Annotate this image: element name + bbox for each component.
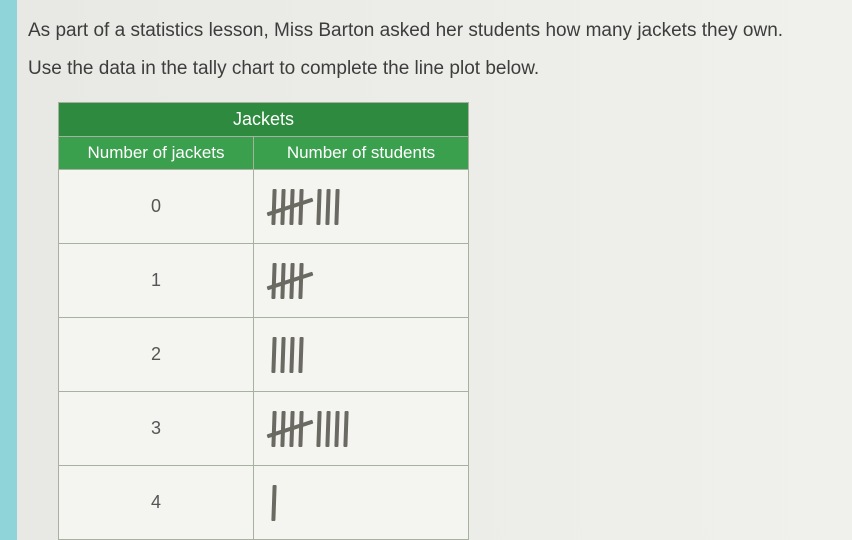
row-label: 4: [59, 466, 254, 540]
row-label: 1: [59, 244, 254, 318]
tally-stroke: [316, 188, 321, 224]
tally-marks: [272, 337, 468, 373]
tally-stroke: [271, 410, 276, 446]
tally-stroke: [271, 188, 276, 224]
row-tally-cell: [254, 318, 469, 392]
tally-group: [272, 263, 303, 299]
tally-table: Jackets Number of jackets Number of stud…: [58, 102, 469, 540]
tally-stroke: [280, 336, 285, 372]
table-row: 3: [59, 392, 469, 466]
tally-stroke: [334, 188, 339, 224]
table-row: 4: [59, 466, 469, 540]
tally-group: [317, 411, 348, 447]
tally-stroke: [298, 336, 303, 372]
table-header-row: Number of jackets Number of students: [59, 137, 469, 170]
tally-group: [272, 411, 303, 447]
tally-stroke: [343, 410, 348, 446]
tally-group: [317, 189, 339, 225]
table-row: 0: [59, 170, 469, 244]
tally-marks: [272, 189, 468, 225]
tally-stroke: [271, 336, 276, 372]
table-row: 2: [59, 318, 469, 392]
tally-marks: [272, 485, 468, 521]
tally-stroke: [316, 410, 321, 446]
tally-stroke: [298, 410, 303, 446]
tally-marks: [272, 411, 468, 447]
tally-group: [272, 337, 303, 373]
tally-stroke: [271, 484, 276, 520]
row-label: 3: [59, 392, 254, 466]
table-title-row: Jackets: [59, 103, 469, 137]
row-label: 0: [59, 170, 254, 244]
tally-stroke: [289, 336, 294, 372]
col2-header: Number of students: [254, 137, 469, 170]
row-tally-cell: [254, 244, 469, 318]
tally-group: [272, 485, 276, 521]
row-tally-cell: [254, 392, 469, 466]
question-text: As part of a statistics lesson, Miss Bar…: [28, 12, 828, 88]
tally-group: [272, 189, 303, 225]
tally-stroke: [325, 410, 330, 446]
row-tally-cell: [254, 170, 469, 244]
tally-stroke: [298, 262, 303, 298]
table-row: 1: [59, 244, 469, 318]
tally-stroke: [325, 188, 330, 224]
question-line-2: Use the data in the tally chart to compl…: [28, 50, 828, 88]
row-label: 2: [59, 318, 254, 392]
tally-stroke: [334, 410, 339, 446]
question-line-1: As part of a statistics lesson, Miss Bar…: [28, 12, 828, 50]
table-title: Jackets: [59, 103, 469, 137]
tally-stroke: [271, 262, 276, 298]
col1-header: Number of jackets: [59, 137, 254, 170]
tally-stroke: [298, 188, 303, 224]
row-tally-cell: [254, 466, 469, 540]
tally-marks: [272, 263, 468, 299]
